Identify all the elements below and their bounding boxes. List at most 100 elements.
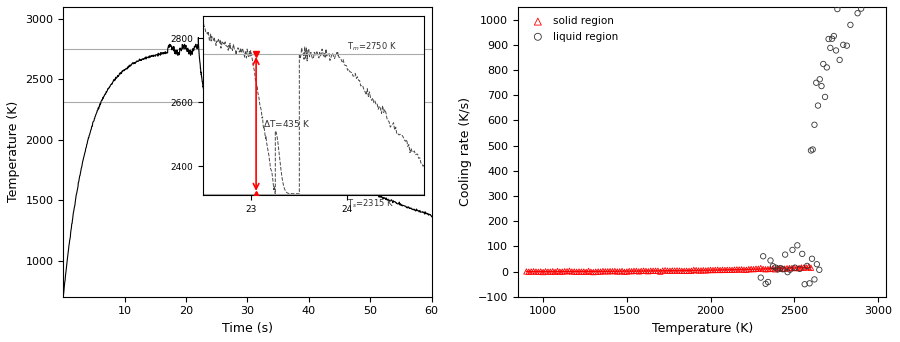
solid region <box>543 269 557 274</box>
solid region <box>744 266 759 272</box>
solid region <box>760 266 775 272</box>
solid region <box>541 269 555 274</box>
liquid region <box>773 265 788 271</box>
solid region <box>651 268 665 273</box>
solid region <box>778 266 792 272</box>
solid region <box>703 267 717 273</box>
solid region <box>675 268 689 274</box>
solid region <box>655 268 670 273</box>
solid region <box>779 265 794 271</box>
solid region <box>626 268 641 274</box>
liquid region <box>812 267 826 273</box>
liquid region <box>832 57 847 63</box>
liquid region <box>805 256 819 262</box>
solid region <box>717 267 732 273</box>
solid region <box>526 268 541 274</box>
solid region <box>752 266 766 272</box>
solid region <box>672 268 687 273</box>
liquid region <box>825 36 840 41</box>
solid region <box>696 267 710 273</box>
solid region <box>710 267 724 273</box>
solid region <box>598 268 613 274</box>
solid region <box>785 265 799 271</box>
solid region <box>646 268 661 274</box>
liquid region <box>806 147 820 152</box>
liquid region <box>843 22 858 28</box>
solid region <box>608 268 622 274</box>
solid region <box>567 269 581 274</box>
liquid region <box>800 263 814 269</box>
liquid region <box>802 280 816 286</box>
solid region <box>701 267 716 273</box>
solid region <box>581 268 596 274</box>
solid region <box>632 269 646 274</box>
solid region <box>529 269 544 274</box>
liquid region <box>795 251 809 256</box>
solid region <box>617 269 632 275</box>
solid region <box>706 267 720 273</box>
solid region <box>596 268 610 274</box>
solid region <box>766 266 780 271</box>
solid region <box>636 268 651 274</box>
solid region <box>613 268 627 274</box>
solid region <box>804 265 818 271</box>
solid region <box>716 267 730 273</box>
solid region <box>732 267 746 272</box>
X-axis label: Temperature (K): Temperature (K) <box>652 322 752 335</box>
liquid region <box>822 36 836 42</box>
solid region <box>694 268 708 273</box>
liquid region <box>788 265 802 271</box>
solid region <box>644 268 658 274</box>
liquid region <box>753 275 768 280</box>
liquid region <box>824 45 838 51</box>
solid region <box>720 267 734 273</box>
solid region <box>759 266 773 272</box>
liquid region <box>836 42 850 48</box>
solid region <box>792 265 806 271</box>
X-axis label: Time (s): Time (s) <box>222 322 273 335</box>
liquid region <box>811 103 825 108</box>
solid region <box>737 267 751 272</box>
liquid region <box>816 61 831 67</box>
solid region <box>574 269 589 274</box>
solid region <box>658 267 672 273</box>
liquid region <box>786 247 800 253</box>
liquid region <box>854 6 868 11</box>
solid region <box>665 268 680 273</box>
liquid region <box>830 6 844 12</box>
liquid region <box>840 43 854 48</box>
solid region <box>524 269 538 274</box>
solid region <box>570 269 584 275</box>
solid region <box>606 268 620 274</box>
liquid region <box>797 281 812 287</box>
solid region <box>610 269 625 274</box>
solid region <box>787 265 801 271</box>
Y-axis label: Temperature (K): Temperature (K) <box>7 101 20 202</box>
solid region <box>538 268 553 274</box>
Y-axis label: Cooling rate (K/s): Cooling rate (K/s) <box>459 97 472 206</box>
solid region <box>775 266 789 271</box>
solid region <box>799 265 814 270</box>
solid region <box>753 265 768 271</box>
solid region <box>562 268 577 274</box>
solid region <box>557 268 572 274</box>
solid region <box>689 267 704 273</box>
solid region <box>545 268 560 274</box>
solid region <box>677 268 691 274</box>
liquid region <box>776 266 790 272</box>
solid region <box>670 268 684 273</box>
solid region <box>553 269 567 274</box>
liquid region <box>807 277 822 282</box>
solid region <box>796 265 811 270</box>
liquid region <box>756 253 770 259</box>
solid region <box>794 265 808 270</box>
solid region <box>768 266 782 272</box>
solid region <box>782 265 796 271</box>
solid region <box>564 269 579 274</box>
solid region <box>603 268 617 274</box>
liquid region <box>813 77 827 82</box>
solid region <box>662 268 677 273</box>
solid region <box>534 269 548 274</box>
solid region <box>550 268 564 274</box>
solid region <box>531 269 545 275</box>
